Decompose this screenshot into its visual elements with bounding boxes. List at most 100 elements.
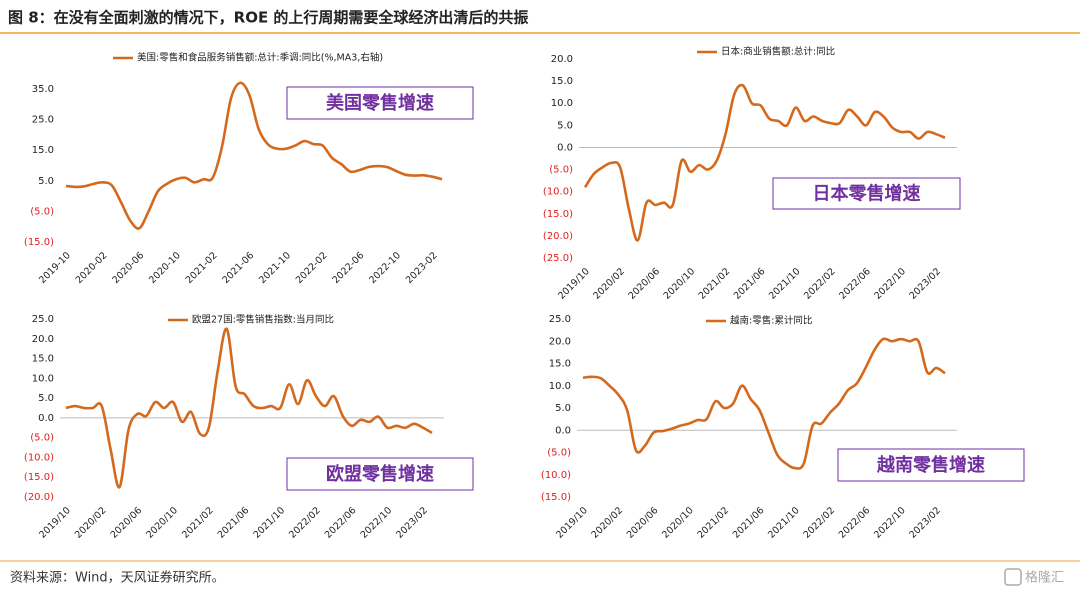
x-tick-label: 2020/10 [660,505,696,541]
series-line [65,81,443,230]
y-tick-label: 20.0 [549,336,571,347]
y-tick-label: 15.0 [32,145,54,156]
x-tick-label: 2020-10 [147,250,183,286]
legend-label: 欧盟27国:零售销售指数:当月同比 [192,314,334,326]
x-tick-label: 2023-02 [404,250,440,286]
y-tick-label: 5.0 [557,120,573,131]
x-tick-label: 2020/06 [626,266,662,302]
y-tick-label: (15.0) [541,492,571,503]
x-tick-label: 2020/06 [109,505,145,541]
x-tick-label: 2022-02 [294,250,330,286]
y-tick-label: (10.0) [541,470,571,481]
y-tick-label: 0.0 [557,142,573,153]
y-tick-label: (15.0) [543,209,573,220]
y-tick-label: 5.0 [555,403,571,414]
source-note: 资料来源：Wind，天风证券研究所。 [10,570,225,586]
annotation: 日本零售增速 [813,183,921,205]
legend-label: 美国:零售和食品服务销售额:总计:季调:同比(%,MA3,右轴) [137,52,383,64]
x-tick-label: 2020/02 [73,505,109,541]
y-tick-label: (15.0) [24,237,54,248]
x-tick-label: 2021-02 [184,250,220,286]
y-tick-label: (20.0) [543,231,573,242]
x-tick-label: 2020/10 [662,266,698,302]
x-tick-label: 2021/06 [732,266,768,302]
y-tick-label: (5.0) [549,165,573,176]
annotation: 越南零售增速 [876,454,985,476]
y-tick-label: 25.0 [32,314,54,325]
figure-title: 图 8：在没有全面刺激的情况下，ROE 的上行周期需要全球经济出清后的共振 [8,9,528,27]
x-tick-label: 2021/10 [251,505,287,541]
x-tick-label: 2021/06 [216,505,252,541]
x-tick-label: 2023/02 [394,505,430,541]
x-tick-label: 2022/02 [801,505,837,541]
annotation: 欧盟零售增速 [326,463,434,485]
y-tick-label: 15.0 [32,354,54,365]
annotation: 美国零售增速 [326,92,434,114]
y-tick-label: 0.0 [555,425,571,436]
x-tick-label: 2020/02 [591,266,627,302]
x-tick-label: 2020/06 [625,505,661,541]
y-tick-label: (20.0) [24,492,54,503]
x-tick-label: 2020-06 [110,250,146,286]
y-tick-label: 0.0 [38,413,54,424]
annotation-box [772,177,961,210]
x-tick-label: 2019/10 [37,505,73,541]
x-tick-label: 2021-10 [257,250,293,286]
x-tick-label: 2022/02 [802,266,838,302]
y-tick-label: 10.0 [551,98,573,109]
x-tick-label: 2022-10 [367,250,403,286]
x-tick-label: 2022/02 [287,505,323,541]
x-tick-label: 2023/02 [907,505,943,541]
x-tick-label: 2019-10 [37,250,73,286]
y-tick-label: 25.0 [32,115,54,126]
x-tick-label: 2023/02 [907,266,943,302]
x-tick-label: 2021/02 [180,505,216,541]
watermark-icon [1004,568,1022,586]
y-tick-label: 15.0 [551,76,573,87]
x-tick-label: 2022/06 [323,505,359,541]
y-tick-label: 10.0 [549,381,571,392]
legend-label: 日本:商业销售额:总计:同比 [721,46,835,58]
x-tick-label: 2020/02 [590,505,626,541]
y-tick-label: 15.0 [549,359,571,370]
x-tick-label: 2022/06 [837,266,873,302]
y-tick-label: 5.0 [38,176,54,187]
x-tick-label: 2021/02 [697,266,733,302]
y-tick-label: (10.0) [24,452,54,463]
x-tick-label: 2021/06 [731,505,767,541]
x-tick-label: 2022/06 [837,505,873,541]
x-tick-label: 2022/10 [872,505,908,541]
y-tick-label: 20.0 [551,54,573,65]
annotation-box [286,457,474,491]
x-tick-label: 2021/10 [766,505,802,541]
x-tick-label: 2022/10 [359,505,395,541]
x-tick-label: 2022/10 [872,266,908,302]
y-tick-label: (10.0) [543,187,573,198]
y-tick-label: 25.0 [549,314,571,325]
y-tick-label: 20.0 [32,334,54,345]
x-tick-label: 2020-02 [74,250,110,286]
legend-label: 越南:零售:累计同比 [730,315,812,327]
series-line [582,337,946,470]
x-tick-label: 2019/10 [554,505,590,541]
y-tick-label: (15.0) [24,472,54,483]
y-tick-label: (5.0) [30,206,54,217]
y-tick-label: 35.0 [32,84,54,95]
x-tick-label: 2020/10 [144,505,180,541]
x-tick-label: 2021/02 [695,505,731,541]
series-line [65,327,433,489]
x-tick-label: 2019/10 [556,266,592,302]
y-tick-label: (5.0) [30,433,54,444]
y-tick-label: (5.0) [547,448,571,459]
x-tick-label: 2021-06 [220,250,256,286]
x-tick-label: 2022-06 [330,250,366,286]
annotation-box [837,448,1025,482]
y-tick-label: 5.0 [38,393,54,404]
watermark: 格隆汇 [1025,570,1064,586]
y-tick-label: (25.0) [543,253,573,264]
x-tick-label: 2021/10 [767,266,803,302]
y-tick-label: 10.0 [32,373,54,384]
series-line [583,83,946,242]
annotation-box [286,86,474,120]
